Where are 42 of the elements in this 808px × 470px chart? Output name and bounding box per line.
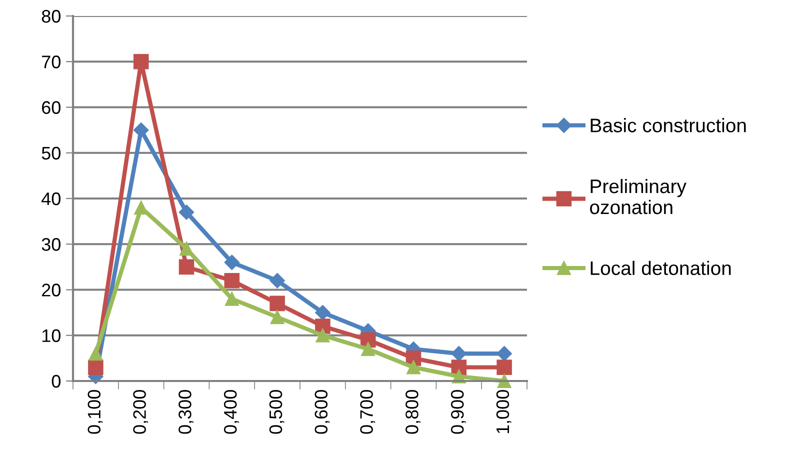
point [496, 360, 512, 375]
x-tick-label: 0,100 [88, 390, 103, 434]
y-tick-label: 10 [42, 329, 60, 342]
legend-label: Preliminary ozonation [590, 178, 686, 214]
x-tick-label: 0,800 [406, 390, 420, 434]
point [224, 292, 239, 306]
y-tick-label: 0 [52, 374, 60, 388]
point [133, 54, 149, 70]
x-tick-label: 0,600 [314, 390, 330, 434]
x-tick-label: 0,900 [450, 390, 466, 434]
point [224, 254, 240, 270]
point [178, 259, 194, 275]
y-tick-label: 50 [42, 146, 60, 160]
point [178, 204, 194, 220]
x-tick-label: 0,500 [269, 390, 284, 434]
point [270, 273, 285, 288]
y-tick-label: 70 [42, 56, 60, 68]
point [406, 360, 420, 374]
x-tick-label: 0,300 [178, 390, 194, 434]
point [180, 242, 194, 256]
x-tick-label: 1,000 [496, 390, 512, 434]
y-tick-label: 80 [42, 10, 60, 23]
legend-label: Basic construction [590, 118, 746, 132]
point [361, 342, 376, 356]
y-tick-label: 40 [42, 192, 60, 206]
x-tick-label: 0,200 [133, 390, 148, 434]
point [134, 122, 149, 138]
y-tick-label: 30 [42, 238, 60, 251]
point [88, 360, 104, 375]
point [270, 310, 284, 324]
point [496, 346, 512, 362]
x-tick-label: 0,700 [360, 390, 376, 434]
point [315, 304, 330, 320]
y-tick-label: 60 [42, 101, 60, 114]
point [224, 272, 240, 288]
x-tick-label: 0,400 [224, 390, 239, 434]
point [316, 328, 330, 342]
point [88, 346, 103, 361]
point [270, 296, 285, 312]
y-tick-label: 20 [42, 284, 60, 296]
point [451, 346, 466, 362]
legend-label: Local detonation [590, 260, 731, 276]
